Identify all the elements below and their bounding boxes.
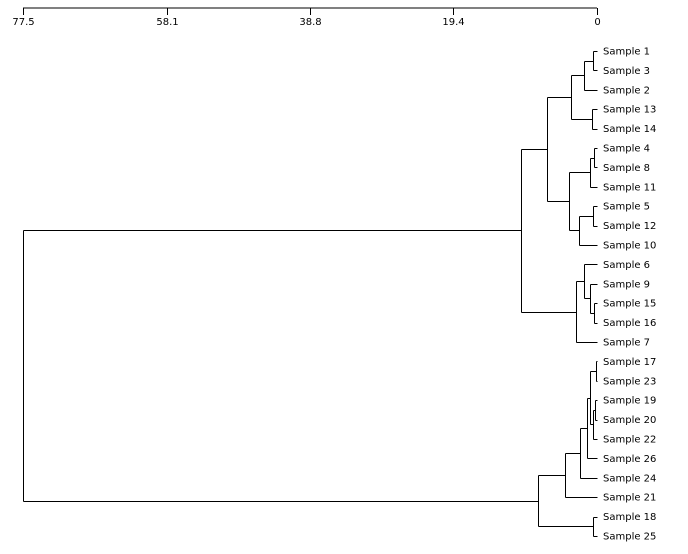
axis-tick-label: 77.5 bbox=[12, 17, 34, 28]
leaf-label: Sample 20 bbox=[603, 415, 656, 426]
axis-tick-label: 38.8 bbox=[299, 17, 321, 28]
leaf-label: Sample 7 bbox=[603, 338, 650, 349]
leaf-label: Sample 13 bbox=[603, 105, 656, 116]
leaf-label: Sample 6 bbox=[603, 260, 650, 271]
leaf-label: Sample 23 bbox=[603, 376, 656, 387]
leaf-label: Sample 11 bbox=[603, 182, 656, 193]
leaf-label: Sample 17 bbox=[603, 357, 656, 368]
distance-axis: 77.5 58.1 38.8 19.4 0 bbox=[12, 7, 601, 28]
leaf-label: Sample 26 bbox=[603, 454, 656, 465]
leaf-label: Sample 12 bbox=[603, 221, 656, 232]
sample-labels: Sample 1 Sample 3 Sample 2 Sample 13 Sample … bbox=[603, 47, 656, 543]
leaf-label: Sample 19 bbox=[603, 396, 656, 407]
leaf-label: Sample 3 bbox=[603, 66, 650, 77]
leaf-label: Sample 4 bbox=[603, 144, 650, 155]
axis-tick-label: 19.4 bbox=[442, 17, 464, 28]
leaf-label: Sample 22 bbox=[603, 435, 656, 446]
leaf-label: Sample 5 bbox=[603, 202, 650, 213]
leaf-label: Sample 21 bbox=[603, 493, 656, 504]
leaf-label: Sample 24 bbox=[603, 473, 656, 484]
axis-tick-label: 58.1 bbox=[156, 17, 178, 28]
leaf-label: Sample 15 bbox=[603, 299, 656, 310]
leaf-label: Sample 18 bbox=[603, 512, 656, 523]
dendrogram-links bbox=[23, 51, 598, 537]
leaf-label: Sample 2 bbox=[603, 85, 650, 96]
leaf-label: Sample 8 bbox=[603, 163, 650, 174]
leaf-label: Sample 10 bbox=[603, 241, 656, 252]
leaf-label: Sample 25 bbox=[603, 532, 656, 543]
leaf-label: Sample 9 bbox=[603, 279, 650, 290]
axis-tick-label: 0 bbox=[594, 17, 600, 28]
leaf-label: Sample 1 bbox=[603, 47, 650, 58]
leaf-label: Sample 14 bbox=[603, 124, 656, 135]
leaf-label: Sample 16 bbox=[603, 318, 656, 329]
